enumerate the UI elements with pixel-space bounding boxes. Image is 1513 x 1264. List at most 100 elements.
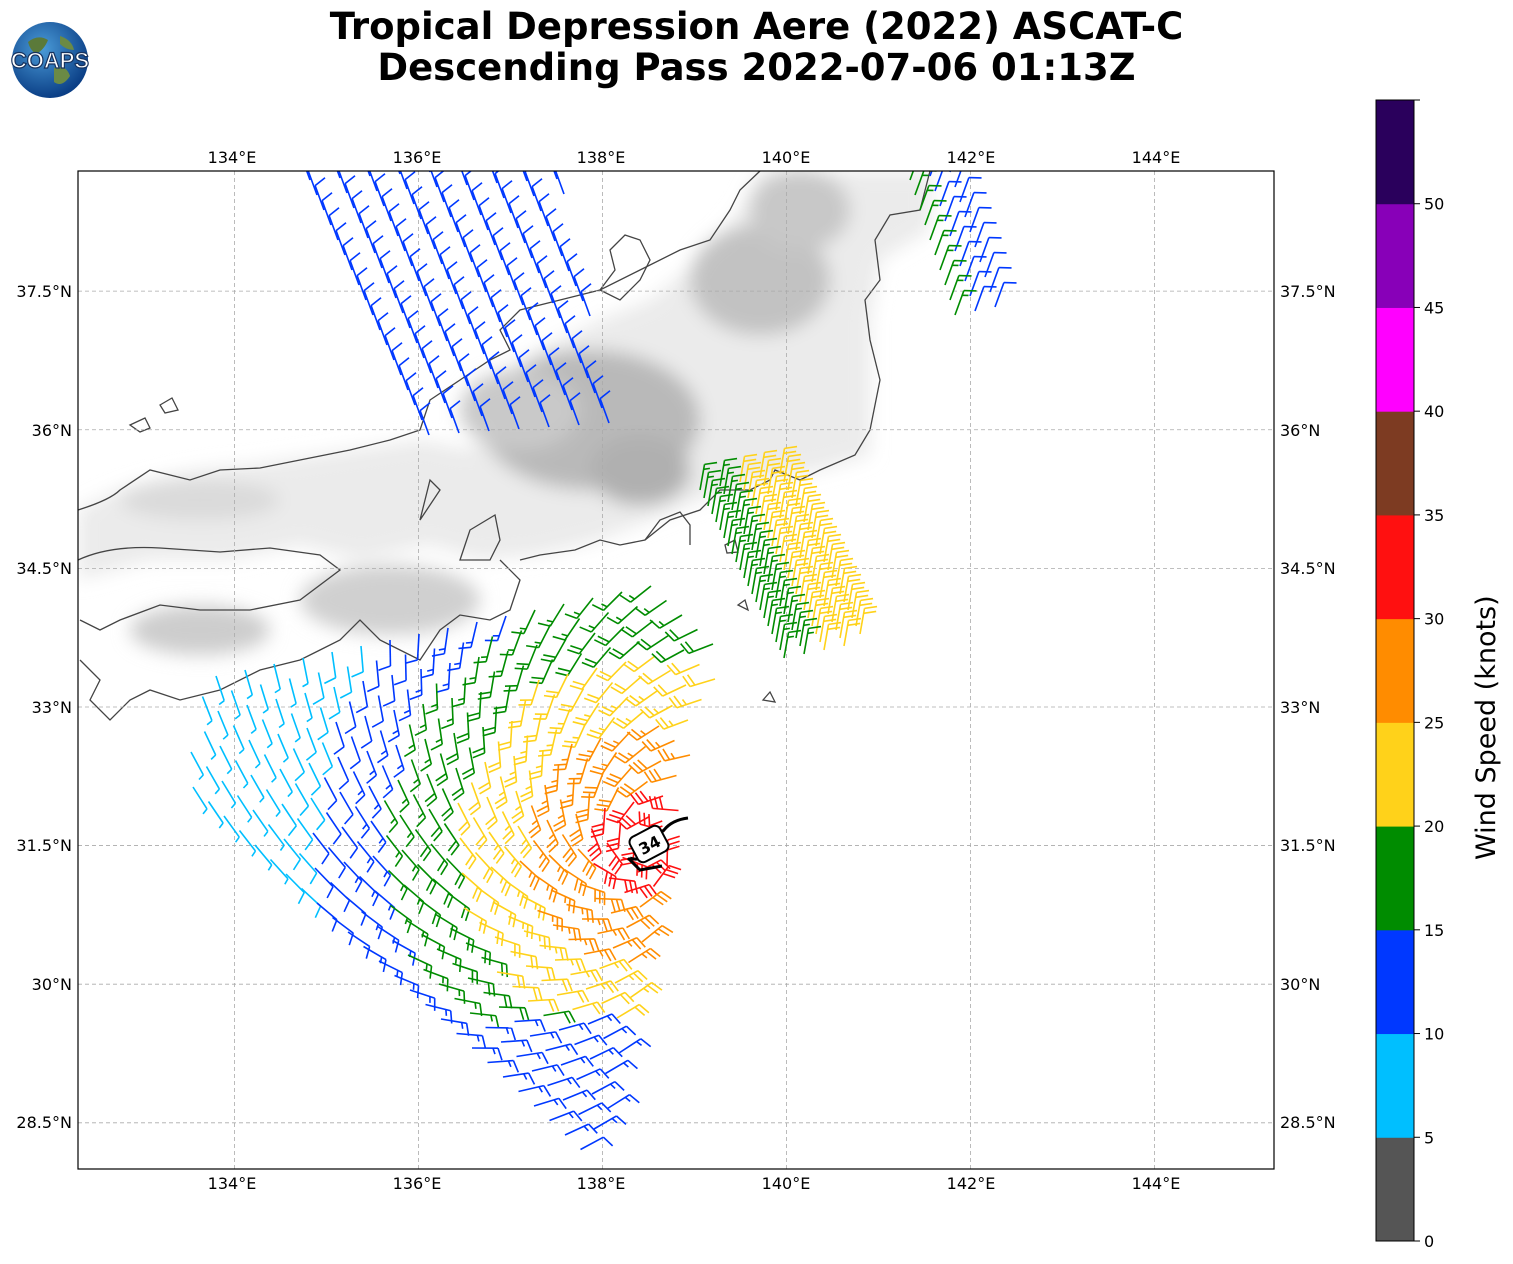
- wind-barb: [292, 748, 306, 782]
- wind-barb: [511, 334, 523, 368]
- wind-barb: [771, 605, 790, 635]
- colorbar-tick-label: 15: [1424, 921, 1444, 940]
- wind-barb: [583, 948, 617, 962]
- wind-barb: [964, 191, 987, 218]
- wind-barb: [407, 954, 433, 979]
- wind-barb: [238, 830, 257, 857]
- wind-barb: [472, 726, 486, 759]
- wind-barb: [252, 809, 269, 837]
- wind-barb: [420, 738, 433, 772]
- wind-barb: [308, 762, 322, 796]
- wind-barb: [244, 669, 254, 700]
- wind-barb: [566, 903, 594, 923]
- colorbar-tick-label: 35: [1424, 506, 1444, 525]
- wind-barb: [600, 731, 631, 752]
- wind-barb: [536, 784, 550, 818]
- wind-barb: [549, 1110, 583, 1122]
- colorbar-segment: [1376, 307, 1414, 412]
- wind-barb: [581, 646, 612, 669]
- wind-barb: [219, 745, 233, 775]
- wind-barb: [639, 890, 672, 908]
- chart-title: Tropical Depression Aere (2022) ASCAT-C …: [0, 6, 1513, 88]
- wind-barb: [506, 257, 518, 291]
- wind-barb: [437, 308, 449, 342]
- wind-barb: [538, 193, 550, 227]
- wind-barb: [412, 794, 427, 828]
- wind-barb: [328, 686, 341, 720]
- wind-barb: [527, 302, 539, 336]
- wind-barb: [621, 620, 654, 638]
- wind-barb: [775, 525, 794, 555]
- wind-barb: [585, 980, 619, 994]
- wind-barb: [628, 759, 662, 775]
- colorbar-tick-label: 30: [1424, 610, 1444, 629]
- wind-barb: [302, 657, 309, 688]
- wind-barb: [532, 379, 544, 413]
- wind-barb: [546, 819, 559, 853]
- wind-barb: [518, 1084, 552, 1097]
- wind-barb: [791, 601, 810, 631]
- lon-tick-top: 138°E: [577, 148, 626, 167]
- wind-barb: [601, 991, 635, 1005]
- wind-barb: [450, 927, 475, 953]
- wind-barb: [539, 944, 569, 961]
- wind-barb: [969, 270, 992, 297]
- wind-barb: [855, 597, 874, 627]
- wind-barb: [537, 729, 558, 757]
- wind-barb: [666, 662, 700, 676]
- wind-barb: [388, 203, 400, 237]
- wind-barb: [751, 565, 770, 595]
- wind-barb: [513, 735, 529, 766]
- wind-barb: [259, 684, 269, 714]
- wind-barb: [468, 782, 482, 816]
- wind-barb: [649, 614, 683, 629]
- wind-barb: [555, 362, 567, 396]
- wind-barb: [593, 862, 617, 890]
- wind-barb: [459, 837, 477, 870]
- wind-barb: [989, 266, 1012, 293]
- wind-barb: [481, 136, 491, 168]
- wind-barb: [463, 907, 488, 934]
- wind-barb: [453, 276, 465, 310]
- wind-barb: [312, 672, 325, 706]
- lat-tick-left: 30°N: [32, 975, 72, 994]
- wind-barb: [469, 244, 481, 278]
- wind-barb: [250, 774, 265, 803]
- wind-barb: [405, 372, 417, 406]
- wind-barb: [612, 936, 646, 950]
- wind-barb: [430, 843, 449, 876]
- wind-barb: [436, 948, 462, 973]
- wind-barb: [461, 747, 476, 780]
- wind-barb: [275, 698, 285, 729]
- wind-barb: [285, 873, 305, 905]
- colorbar-segment: [1376, 618, 1414, 723]
- wind-barb: [537, 603, 565, 627]
- wind-barb: [518, 679, 540, 706]
- wind-barb: [232, 725, 245, 755]
- lon-tick-top: 144°E: [1132, 148, 1181, 167]
- wind-barb: [377, 312, 389, 346]
- wind-barb: [949, 274, 972, 301]
- wind-barb: [451, 138, 461, 170]
- wind-barb: [494, 776, 508, 810]
- wind-barb: [524, 171, 535, 197]
- wind-barb: [381, 765, 394, 799]
- wind-barb: [543, 673, 569, 699]
- wind-barb: [791, 513, 810, 543]
- wind-barb: [819, 525, 838, 555]
- lat-tick-right: 31.5°N: [1280, 836, 1336, 855]
- wind-barb: [409, 759, 422, 793]
- wind-barb: [924, 199, 947, 226]
- wind-barb: [483, 274, 495, 308]
- wind-barb: [501, 811, 515, 845]
- wind-barb: [819, 569, 838, 599]
- wind-barb: [550, 285, 562, 319]
- wind-barb: [839, 565, 858, 595]
- wind-barb: [342, 237, 354, 271]
- wind-barb: [939, 244, 962, 271]
- wind-barb: [441, 788, 454, 822]
- wind-barb: [343, 861, 363, 893]
- wind-barb: [731, 525, 750, 555]
- wind-barb: [277, 733, 289, 763]
- colorbar-tick-label: 20: [1424, 817, 1444, 836]
